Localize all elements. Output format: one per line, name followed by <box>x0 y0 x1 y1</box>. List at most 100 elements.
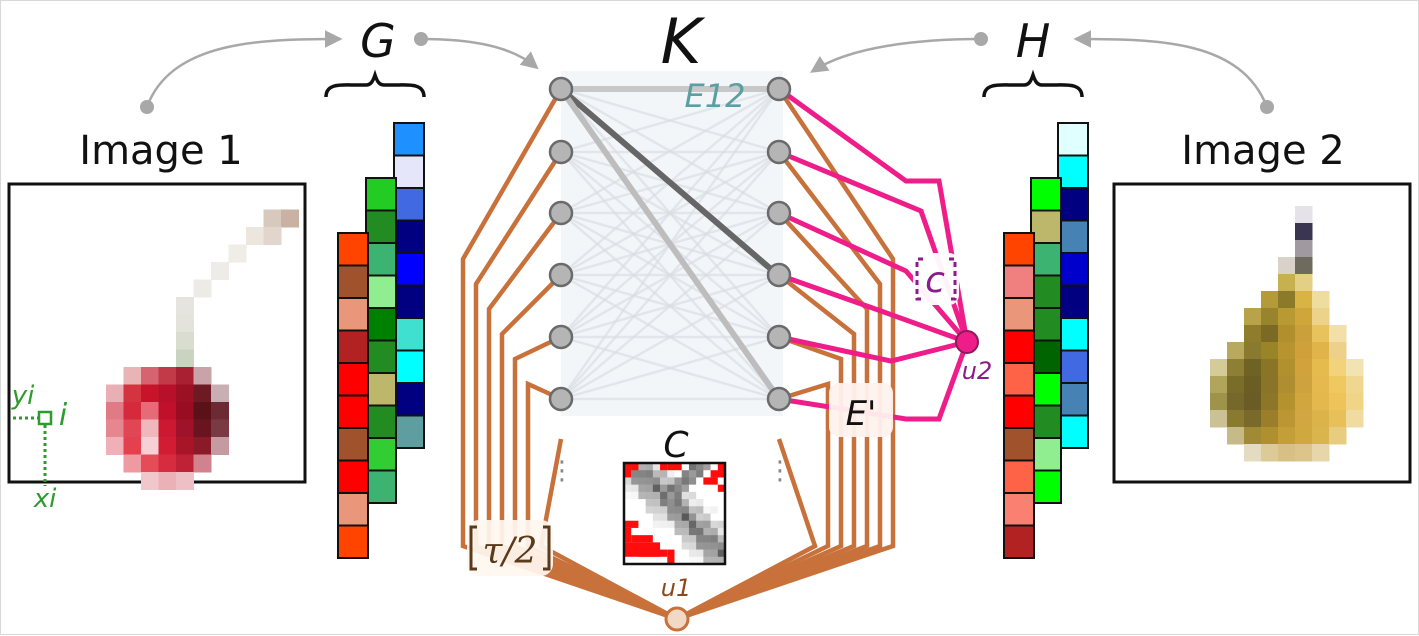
cost-cell <box>624 499 632 507</box>
cost-cell <box>645 520 654 529</box>
label-xi: xi <box>33 484 57 514</box>
cost-cell <box>624 513 632 522</box>
cost-cell <box>624 491 632 500</box>
pear-pixel <box>1278 410 1296 428</box>
cost-cell <box>624 477 632 485</box>
cost-cell <box>638 484 646 493</box>
cost-cell <box>652 470 661 478</box>
feature-cell <box>393 317 425 352</box>
pixel-annotation <box>13 410 53 486</box>
cost-cell <box>688 477 697 485</box>
cost-cell <box>688 535 697 543</box>
pear-pixel <box>1227 342 1245 360</box>
cost-cell <box>696 484 704 493</box>
cost-cell <box>624 484 632 493</box>
cherry-pixel <box>158 419 177 438</box>
pear-pixel <box>1244 376 1262 394</box>
cherry-pixel <box>141 367 159 385</box>
cherry-pixel <box>176 367 194 385</box>
cost-cell <box>710 549 719 558</box>
cost-cell <box>645 506 654 514</box>
cost-cell <box>631 513 639 522</box>
pear-pixel <box>1295 427 1313 445</box>
eprime-chip <box>829 383 893 437</box>
cost-cell <box>717 527 726 536</box>
cost-matrix <box>622 461 727 566</box>
cost-cell <box>660 520 668 529</box>
cost-cell <box>674 491 683 500</box>
feature-cell <box>365 209 397 244</box>
g-feature-columns <box>337 122 425 559</box>
pear-pixel <box>1210 359 1228 377</box>
label-eprime: E' <box>846 394 877 434</box>
cost-cell <box>681 527 690 536</box>
cost-cell <box>667 470 675 478</box>
pear-pixel <box>1278 325 1296 343</box>
cost-cell <box>652 520 661 529</box>
feature-cell <box>1030 469 1062 504</box>
pear-pixel <box>1329 325 1347 343</box>
cost-cell <box>717 506 726 514</box>
orange-edge-right <box>676 273 857 622</box>
feature-cell <box>337 394 369 429</box>
cost-cell <box>660 527 668 536</box>
node-h <box>766 200 792 226</box>
cherry-pixel <box>211 262 229 280</box>
pear-pixel <box>1261 427 1279 445</box>
feature-cell <box>393 154 425 189</box>
node-g <box>548 200 574 226</box>
node-g <box>548 139 574 165</box>
cost-cell <box>681 463 690 471</box>
pear-pixel <box>1346 359 1364 377</box>
cherry-pixel <box>158 437 177 455</box>
cherry-pixel <box>228 244 247 263</box>
feature-cell <box>1057 154 1089 189</box>
pear-pixel <box>1278 376 1296 394</box>
cost-cell <box>674 477 683 485</box>
cherry-pixel <box>158 472 177 490</box>
cost-cell-highlight <box>631 463 639 471</box>
cost-cell <box>681 556 690 565</box>
faint-edge <box>560 88 780 338</box>
feature-cell <box>1030 372 1062 407</box>
pear-pixel <box>1261 410 1279 428</box>
cost-cell <box>645 556 654 565</box>
faint-edge <box>560 151 780 400</box>
cost-cell <box>696 499 704 507</box>
feature-cell <box>1003 524 1035 559</box>
cost-cell <box>674 470 683 478</box>
cherry-pixel <box>141 419 159 438</box>
cost-cell <box>717 513 726 522</box>
cost-cell <box>688 491 697 500</box>
cost-cell-highlight <box>667 463 682 471</box>
feature-cell <box>1057 317 1089 352</box>
cost-cell <box>688 542 697 550</box>
cherry-pixel <box>193 454 212 473</box>
node-h <box>766 324 792 350</box>
feature-cell <box>1030 404 1062 439</box>
brace-g <box>324 69 426 98</box>
magenta-edge <box>778 334 968 364</box>
faint-edge <box>560 87 780 215</box>
cost-cell <box>688 470 697 478</box>
pear-pixel <box>1278 308 1296 326</box>
cost-cell <box>674 506 683 514</box>
cost-cell <box>703 520 711 529</box>
cost-cell <box>710 556 719 565</box>
cost-cell <box>624 506 632 514</box>
orange-edge-right <box>676 334 844 622</box>
pear-pixel <box>1312 427 1330 445</box>
cherry-pixel-art <box>106 209 299 490</box>
cost-cell <box>696 549 704 558</box>
cost-cell-highlight <box>624 520 639 528</box>
label-i: i <box>59 398 68 433</box>
cost-cell <box>652 556 661 565</box>
h-feature-columns <box>1003 122 1089 559</box>
pear-pixel <box>1261 342 1279 360</box>
cost-cell <box>710 527 719 536</box>
pear-pixel <box>1278 444 1296 462</box>
pear-pixel <box>1261 376 1279 394</box>
pear-pixel <box>1312 291 1330 309</box>
cost-cell <box>638 520 646 529</box>
